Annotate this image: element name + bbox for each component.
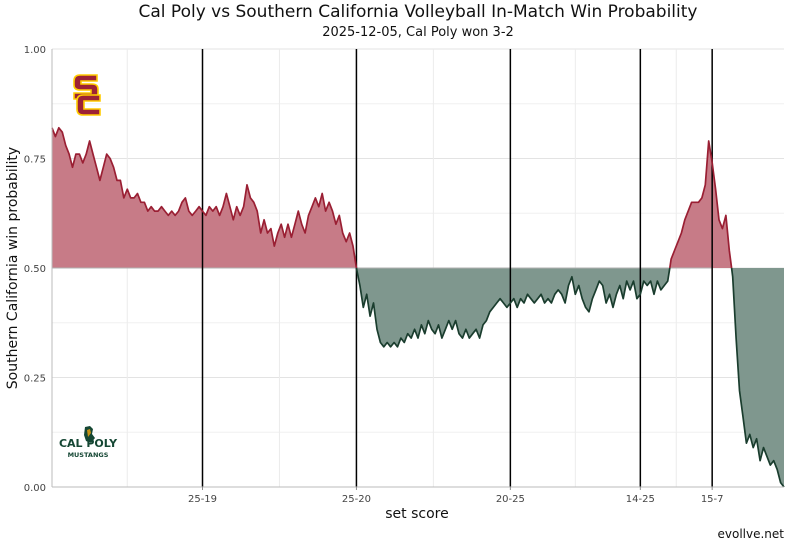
cal-poly-favored-area xyxy=(731,268,784,487)
x-tick-label: 15-7 xyxy=(701,494,724,505)
mustangs-wordmark: MUSTANGS xyxy=(68,451,109,459)
x-tick-label: 25-19 xyxy=(188,494,217,505)
usc-favored-area xyxy=(52,127,357,268)
y-tick-label: 0.25 xyxy=(24,374,46,385)
y-tick-label: 0.00 xyxy=(24,483,46,494)
x-tick-label: 14-25 xyxy=(626,494,655,505)
cal-poly-favored-area xyxy=(356,268,670,347)
y-tick-label: 1.00 xyxy=(24,45,46,56)
win-probability-line xyxy=(730,267,785,488)
source-credit: evollve.net xyxy=(717,527,785,541)
line-layer xyxy=(51,126,785,488)
axis-layer: 0.00 0.25 0.50 0.75 1.00 25-19 25-20 20-25 14-25… xyxy=(24,45,784,505)
usc-sc-logo xyxy=(73,74,101,116)
win-probability-line xyxy=(668,140,733,269)
chart-subtitle: 2025-12-05, Cal Poly won 3-2 xyxy=(322,25,514,40)
y-tick-label: 0.50 xyxy=(24,264,46,275)
y-tick-label: 0.75 xyxy=(24,155,46,166)
x-tick-label: 20-25 xyxy=(496,494,525,505)
y-axis-label: Southern California win probability xyxy=(5,146,21,390)
cal-poly-wordmark: CAL POLY xyxy=(59,437,118,450)
cal-poly-mustangs-logo: CAL POLY MUSTANGS xyxy=(59,426,118,459)
area-layer xyxy=(52,127,784,487)
win-probability-line xyxy=(51,126,358,269)
usc-favored-area xyxy=(669,141,732,268)
x-tick-label: 25-20 xyxy=(342,494,371,505)
chart-title: Cal Poly vs Southern California Volleyba… xyxy=(138,2,698,22)
win-probability-line xyxy=(355,267,671,348)
x-axis-label: set score xyxy=(385,506,449,522)
